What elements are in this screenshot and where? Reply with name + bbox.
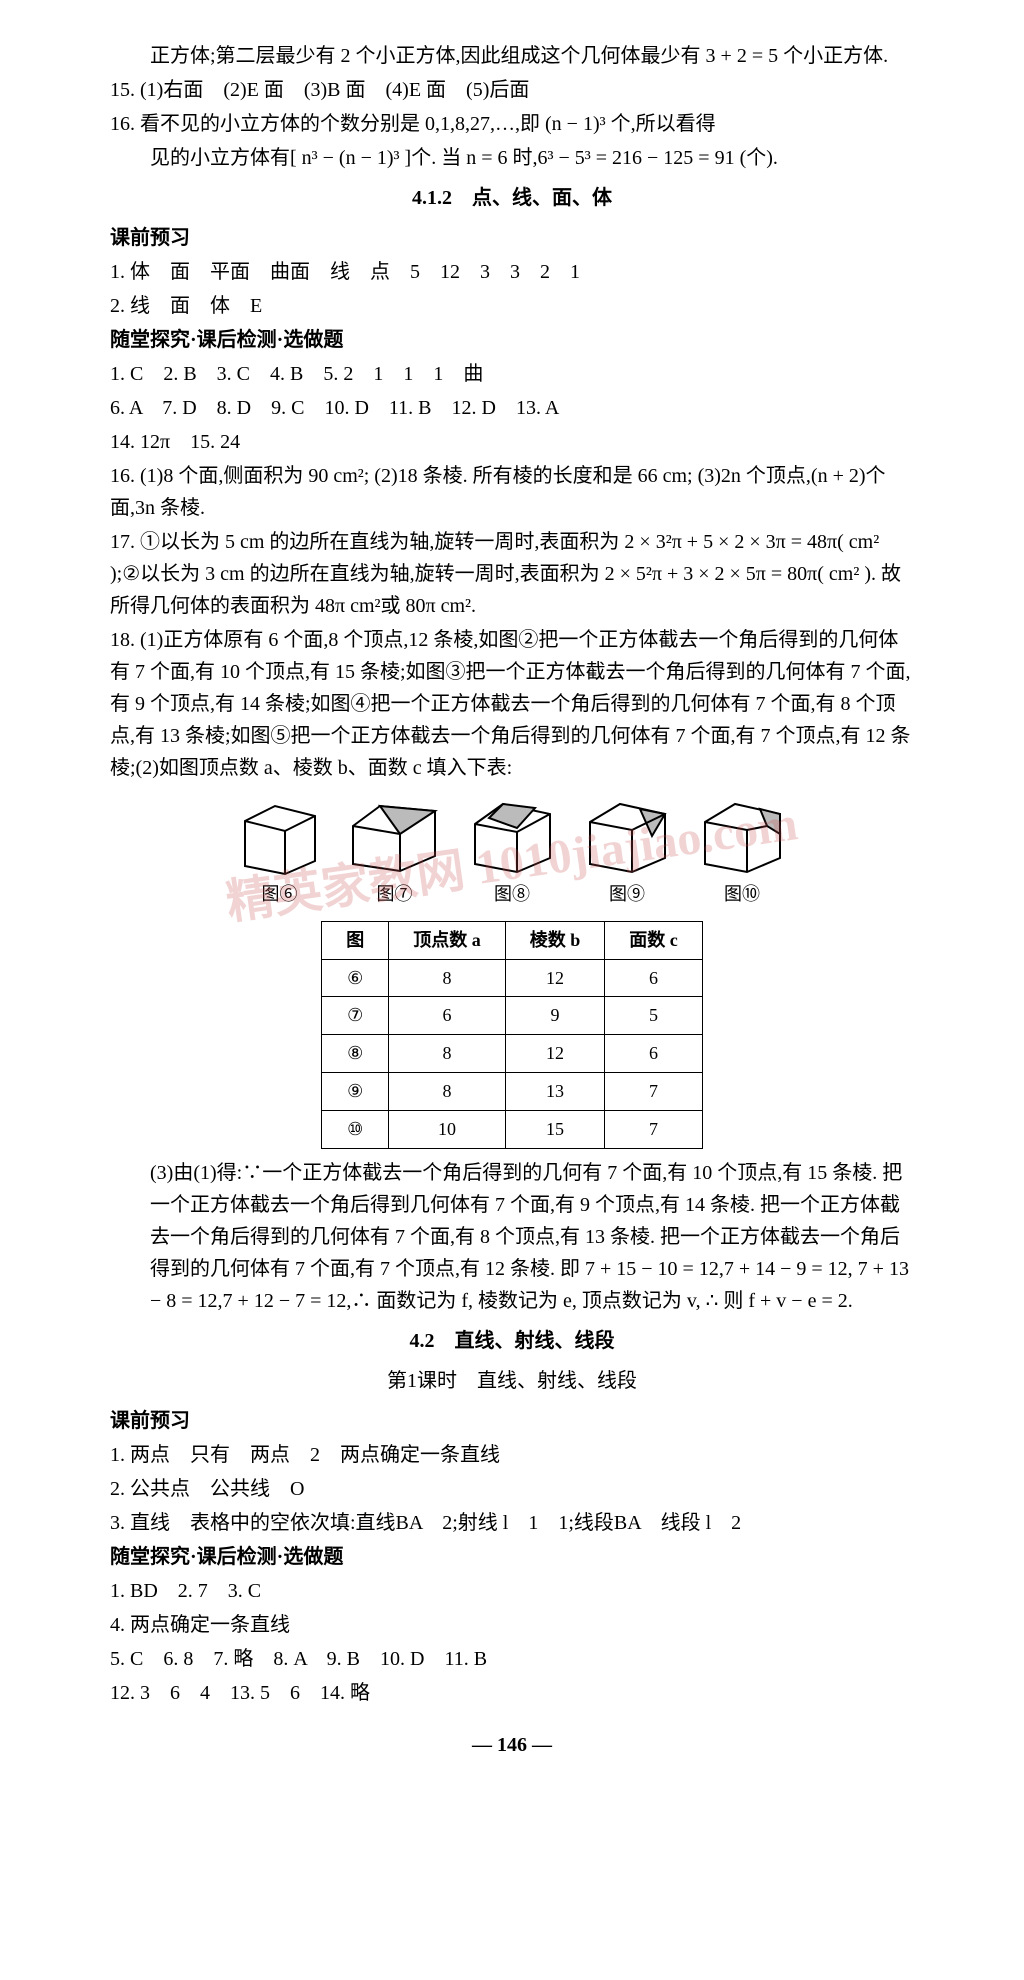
table-row: ⑨ 8 13 7 — [322, 1072, 703, 1110]
figure-label-8: 图⑧ — [465, 880, 560, 909]
figure-8: 图⑧ — [465, 796, 560, 909]
figure-10: 图⑩ — [695, 796, 790, 909]
s412-q17: 17. ①以长为 5 cm 的边所在直线为轴,旋转一周时,表面积为 2 × 3²… — [110, 526, 914, 622]
section-42-title: 4.2 直线、射线、线段 — [110, 1325, 914, 1357]
cube-icon — [235, 796, 325, 876]
cut-cube-icon — [345, 796, 445, 876]
th-edges: 棱数 b — [505, 921, 605, 959]
figure-label-6: 图⑥ — [235, 880, 325, 909]
table-row: ⑥ 8 12 6 — [322, 959, 703, 997]
s42-p3: 3. 直线 表格中的空依次填:直线BA 2;射线 l 1 1;线段BA 线段 l… — [110, 1507, 914, 1539]
s42-p1: 1. 两点 只有 两点 2 两点确定一条直线 — [110, 1439, 914, 1471]
figures-row: 精英家教网 1010jiajiao.com 图⑥ 图⑦ 图⑧ — [110, 796, 914, 909]
cut-cube-icon — [465, 796, 560, 876]
intro-line1: 正方体;第二层最少有 2 个小正方体,因此组成这个几何体最少有 3 + 2 = … — [110, 40, 914, 72]
cut-cube-icon — [580, 796, 675, 876]
s412-a3: 14. 12π 15. 24 — [110, 426, 914, 458]
s412-q18c: (3)由(1)得:∵一个正方体截去一个角后得到的几何有 7 个面,有 10 个顶… — [110, 1157, 914, 1317]
s412-q16: 16. (1)8 个面,侧面积为 90 cm²; (2)18 条棱. 所有棱的长… — [110, 460, 914, 524]
detect-label-412: 随堂探究·课后检测·选做题 — [110, 324, 914, 356]
page-number: — 146 — — [110, 1729, 914, 1761]
preview-label-42: 课前预习 — [110, 1405, 914, 1437]
figure-label-9: 图⑨ — [580, 880, 675, 909]
th-fig: 图 — [322, 921, 389, 959]
th-vertices: 顶点数 a — [389, 921, 506, 959]
q15: 15. (1)右面 (2)E 面 (3)B 面 (4)E 面 (5)后面 — [110, 74, 914, 106]
cut-cube-icon — [695, 796, 790, 876]
figure-label-7: 图⑦ — [345, 880, 445, 909]
s42-p2: 2. 公共点 公共线 O — [110, 1473, 914, 1505]
table-row: ⑦ 6 9 5 — [322, 997, 703, 1035]
s412-a1: 1. C 2. B 3. C 4. B 5. 2 1 1 1 曲 — [110, 358, 914, 390]
th-faces: 面数 c — [605, 921, 703, 959]
vertex-edge-face-table: 图 顶点数 a 棱数 b 面数 c ⑥ 8 12 6 ⑦ 6 9 5 ⑧ 8 1… — [321, 921, 703, 1149]
s42-a1: 1. BD 2. 7 3. C — [110, 1575, 914, 1607]
section-412-title: 4.1.2 点、线、面、体 — [110, 182, 914, 214]
preview-label-412: 课前预习 — [110, 222, 914, 254]
s412-q18a: 18. (1)正方体原有 6 个面,8 个顶点,12 条棱,如图②把一个正方体截… — [110, 624, 914, 784]
s412-p2: 2. 线 面 体 E — [110, 290, 914, 322]
figure-6: 图⑥ — [235, 796, 325, 909]
detect-label-42: 随堂探究·课后检测·选做题 — [110, 1541, 914, 1573]
s42-a3: 5. C 6. 8 7. 略 8. A 9. B 10. D 11. B — [110, 1643, 914, 1675]
s42-a4: 12. 3 6 4 13. 5 6 14. 略 — [110, 1677, 914, 1709]
figure-9: 图⑨ — [580, 796, 675, 909]
s412-p1: 1. 体 面 平面 曲面 线 点 5 12 3 3 2 1 — [110, 256, 914, 288]
figure-7: 图⑦ — [345, 796, 445, 909]
table-row: ⑧ 8 12 6 — [322, 1035, 703, 1073]
table-row: ⑩ 10 15 7 — [322, 1110, 703, 1148]
table-header-row: 图 顶点数 a 棱数 b 面数 c — [322, 921, 703, 959]
q16b: 见的小立方体有[ n³ − (n − 1)³ ]个. 当 n = 6 时,6³ … — [110, 142, 914, 174]
s42-a2: 4. 两点确定一条直线 — [110, 1609, 914, 1641]
s412-a2: 6. A 7. D 8. D 9. C 10. D 11. B 12. D 13… — [110, 392, 914, 424]
figure-label-10: 图⑩ — [695, 880, 790, 909]
section-42-subtitle: 第1课时 直线、射线、线段 — [110, 1365, 914, 1397]
q16a: 16. 看不见的小立方体的个数分别是 0,1,8,27,…,即 (n − 1)³… — [110, 108, 914, 140]
